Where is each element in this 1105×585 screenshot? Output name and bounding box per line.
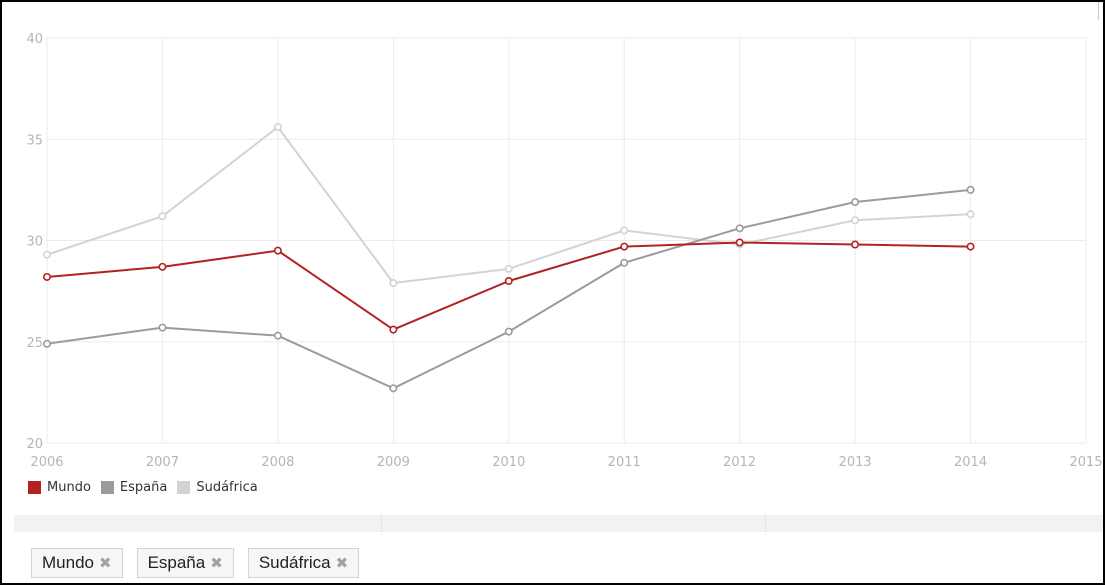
x-tick-label: 2010	[492, 455, 525, 470]
data-point-sudafrica[interactable]	[158, 212, 167, 221]
data-point-mundo[interactable]	[620, 242, 629, 251]
filter-tag-label: Sudáfrica	[258, 553, 331, 572]
legend-label: Sudáfrica	[196, 480, 258, 495]
data-point-espana[interactable]	[273, 331, 282, 340]
chart-legend: Mundo España Sudáfrica	[28, 480, 268, 495]
data-point-mundo[interactable]	[158, 262, 167, 271]
x-tick-label: 2011	[608, 455, 641, 470]
data-point-sudafrica[interactable]	[851, 216, 860, 225]
data-point-espana[interactable]	[966, 185, 975, 194]
x-tick-label: 2012	[723, 455, 756, 470]
data-point-sudafrica[interactable]	[620, 226, 629, 235]
legend-item-mundo[interactable]: Mundo	[28, 480, 91, 495]
close-x-icon[interactable]: ✖	[335, 555, 349, 572]
filter-tag-espana[interactable]: España ✖	[136, 548, 234, 578]
filter-tag-label: España	[147, 553, 206, 572]
close-x-icon[interactable]: ✖	[210, 555, 223, 572]
filter-tag-label: Mundo	[42, 553, 94, 572]
legend-label: Mundo	[47, 480, 91, 495]
data-point-sudafrica[interactable]	[389, 279, 398, 288]
x-tick-label: 2013	[839, 455, 872, 470]
data-point-espana[interactable]	[851, 198, 860, 207]
control-strip	[14, 515, 1103, 532]
strip-segment	[382, 515, 767, 532]
legend-swatch-sudafrica	[177, 481, 191, 494]
y-tick-label: 20	[26, 437, 43, 452]
data-point-mundo[interactable]	[851, 240, 860, 249]
data-point-mundo[interactable]	[389, 325, 398, 334]
data-point-mundo[interactable]	[735, 238, 744, 247]
filter-tag-sudafrica[interactable]: Sudáfrica ✖	[247, 548, 360, 578]
strip-segment	[14, 515, 382, 532]
close-x-icon[interactable]: ✖	[98, 555, 112, 572]
x-tick-label: 2006	[30, 455, 63, 470]
data-point-mundo[interactable]	[42, 272, 51, 281]
data-point-sudafrica[interactable]	[504, 264, 513, 273]
x-tick-label: 2014	[954, 455, 987, 470]
y-tick-label: 30	[26, 235, 43, 250]
legend-label: España	[119, 480, 168, 495]
strip-segment	[766, 515, 1103, 532]
legend-swatch-espana	[100, 481, 114, 494]
legend-item-espana[interactable]: España	[100, 480, 168, 495]
data-point-espana[interactable]	[504, 327, 513, 336]
y-tick-label: 40	[26, 32, 43, 47]
data-point-espana[interactable]	[158, 323, 167, 332]
legend-swatch-mundo	[28, 481, 41, 494]
x-tick-label: 2007	[146, 455, 179, 470]
data-point-espana[interactable]	[620, 258, 629, 267]
data-point-espana[interactable]	[389, 384, 398, 393]
x-tick-label: 2015	[1069, 455, 1102, 470]
scroll-handle[interactable]	[1098, 2, 1103, 20]
selected-filters: Mundo ✖ España ✖ Sudáfrica ✖	[31, 548, 373, 578]
data-point-mundo[interactable]	[504, 276, 513, 285]
data-point-sudafrica[interactable]	[966, 210, 975, 219]
x-tick-label: 2008	[261, 455, 294, 470]
data-point-espana[interactable]	[42, 339, 51, 348]
legend-item-sudafrica[interactable]: Sudáfrica	[177, 480, 258, 495]
data-point-espana[interactable]	[735, 224, 744, 233]
x-tick-label: 2009	[377, 455, 410, 470]
data-point-mundo[interactable]	[966, 242, 975, 251]
y-tick-label: 25	[26, 336, 43, 351]
y-tick-label: 35	[26, 133, 43, 148]
data-point-sudafrica[interactable]	[42, 250, 51, 259]
filter-tag-mundo[interactable]: Mundo ✖	[31, 548, 123, 578]
data-point-sudafrica[interactable]	[273, 123, 282, 132]
data-point-mundo[interactable]	[273, 246, 282, 255]
